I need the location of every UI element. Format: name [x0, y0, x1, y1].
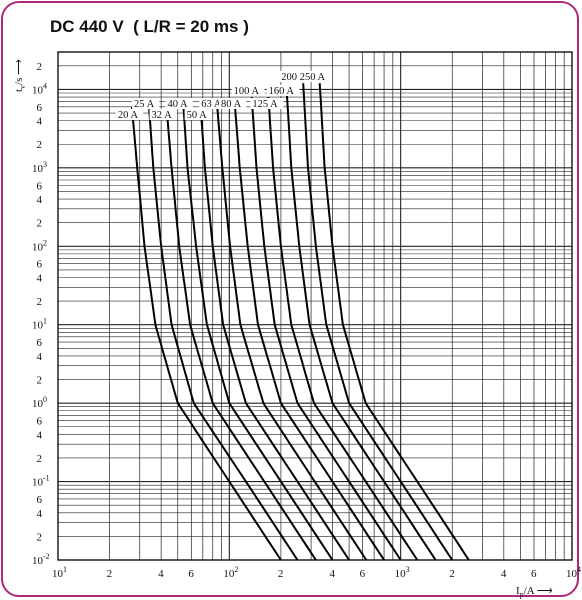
- y-tick-label: 4: [37, 429, 43, 441]
- curve-125-a: [267, 96, 419, 561]
- x-tick-label: 102: [223, 565, 238, 580]
- y-axis-label: tv/s ⟶: [13, 59, 27, 92]
- y-tick-label: 2: [37, 375, 43, 387]
- y-tick-label: 102: [32, 238, 47, 253]
- curve-label-25-a: 25 A: [134, 99, 155, 110]
- curve-labels: 20 A25 A32 A40 A50 A63 A 80 A 100 A 125 A 16…: [115, 71, 331, 121]
- y-tick-label: 101: [32, 317, 47, 332]
- x-tick-label: 6: [360, 568, 366, 580]
- y-tick-label: 2: [37, 139, 43, 151]
- curve-label-160-a: 160 A: [269, 86, 295, 97]
- curve-40-a: [182, 106, 334, 561]
- y-tick-label: 6: [37, 102, 43, 114]
- curve-50-a: [199, 106, 350, 561]
- curve-label-bg: [165, 98, 193, 109]
- curve-100-a: [250, 96, 402, 561]
- y-tick-label: 10-1: [32, 474, 50, 489]
- y-tick-label: 103: [32, 160, 47, 175]
- x-tick-label: 104: [566, 565, 581, 580]
- x-tick-labels: 101 2 4 6 102 2 4 6 103 2 4 6 104: [52, 565, 581, 580]
- curve-160-a: [285, 89, 437, 561]
- curve-label-100-a: 100 A: [234, 86, 260, 97]
- curve-63-a: [216, 106, 368, 561]
- x-tick-label: 2: [278, 568, 284, 580]
- curve-label-bg: [184, 109, 212, 120]
- y-tick-label: 4: [37, 194, 43, 206]
- curve-label-125-a: 125 A: [252, 99, 278, 110]
- x-tick-label: 6: [188, 568, 194, 580]
- curve-label-bg: [219, 98, 247, 109]
- curve-label-bg: [250, 98, 284, 109]
- y-tick-label: 6: [37, 259, 43, 271]
- curve-label-20-a: 20 A: [118, 110, 139, 121]
- y-tick-label: 4: [37, 508, 43, 520]
- curves: [130, 83, 470, 561]
- curve-label-80-a: 80 A: [221, 99, 242, 110]
- y-tick-label: 10-2: [32, 552, 50, 567]
- y-tick-label: 6: [37, 416, 43, 428]
- curve-label-bg: [115, 109, 144, 120]
- y-tick-label: 4: [37, 272, 43, 284]
- curve-label-bg: [231, 85, 265, 96]
- curve-label-bg: [132, 98, 160, 109]
- y-tick-label: 2: [37, 296, 43, 308]
- y-tick-label: 6: [37, 494, 43, 506]
- curve-label-40-a: 40 A: [167, 99, 188, 110]
- x-axis-label: Ip/A ⟶: [516, 585, 553, 599]
- y-tick-label: 6: [37, 180, 43, 192]
- curve-80-a: [234, 106, 385, 561]
- grid: [58, 52, 572, 560]
- y-tick-label: 104: [32, 81, 47, 96]
- curve-label-bg: [199, 98, 227, 109]
- y-tick-label: 4: [37, 116, 43, 128]
- curve-label-50-a: 50 A: [187, 110, 208, 121]
- curve-25-a: [148, 106, 299, 561]
- chart-title: DC 440 V ( L/R = 20 ms ): [50, 17, 249, 36]
- curve-250-a: [318, 83, 470, 561]
- x-tick-label: 4: [329, 568, 335, 580]
- curve-label-250-a: 250 A: [300, 72, 326, 83]
- axis-labels: tv/s ⟶ Ip/A ⟶: [13, 59, 553, 599]
- x-tick-label: 2: [449, 568, 455, 580]
- curve-label-63-a: 63 A: [201, 99, 222, 110]
- y-tick-label: 2: [37, 531, 43, 543]
- curve-label-200-a: 200 A: [281, 72, 307, 83]
- x-tick-label: 101: [52, 565, 67, 580]
- x-tick-label: 103: [395, 565, 410, 580]
- y-tick-labels: 210464210364210264210164210064210-164210…: [32, 61, 50, 567]
- y-tick-label: 2: [37, 218, 43, 230]
- x-tick-label: 6: [531, 568, 537, 580]
- y-tick-label: 100: [32, 395, 47, 410]
- y-tick-label: 2: [37, 453, 43, 465]
- x-tick-label: 4: [158, 568, 164, 580]
- x-tick-label: 4: [501, 568, 507, 580]
- curve-20-a: [130, 106, 282, 561]
- curve-label-bg: [266, 85, 300, 96]
- x-tick-label: 2: [107, 568, 113, 580]
- curve-200-a: [302, 83, 454, 561]
- curve-label-32-a: 32 A: [152, 110, 173, 121]
- curve-label-bg: [279, 71, 313, 82]
- y-tick-label: 6: [37, 337, 43, 349]
- curve-label-bg: [297, 71, 331, 82]
- y-tick-label: 2: [37, 61, 43, 73]
- curve-32-a: [165, 106, 317, 561]
- curve-label-bg: [149, 109, 177, 120]
- y-tick-label: 4: [37, 351, 43, 363]
